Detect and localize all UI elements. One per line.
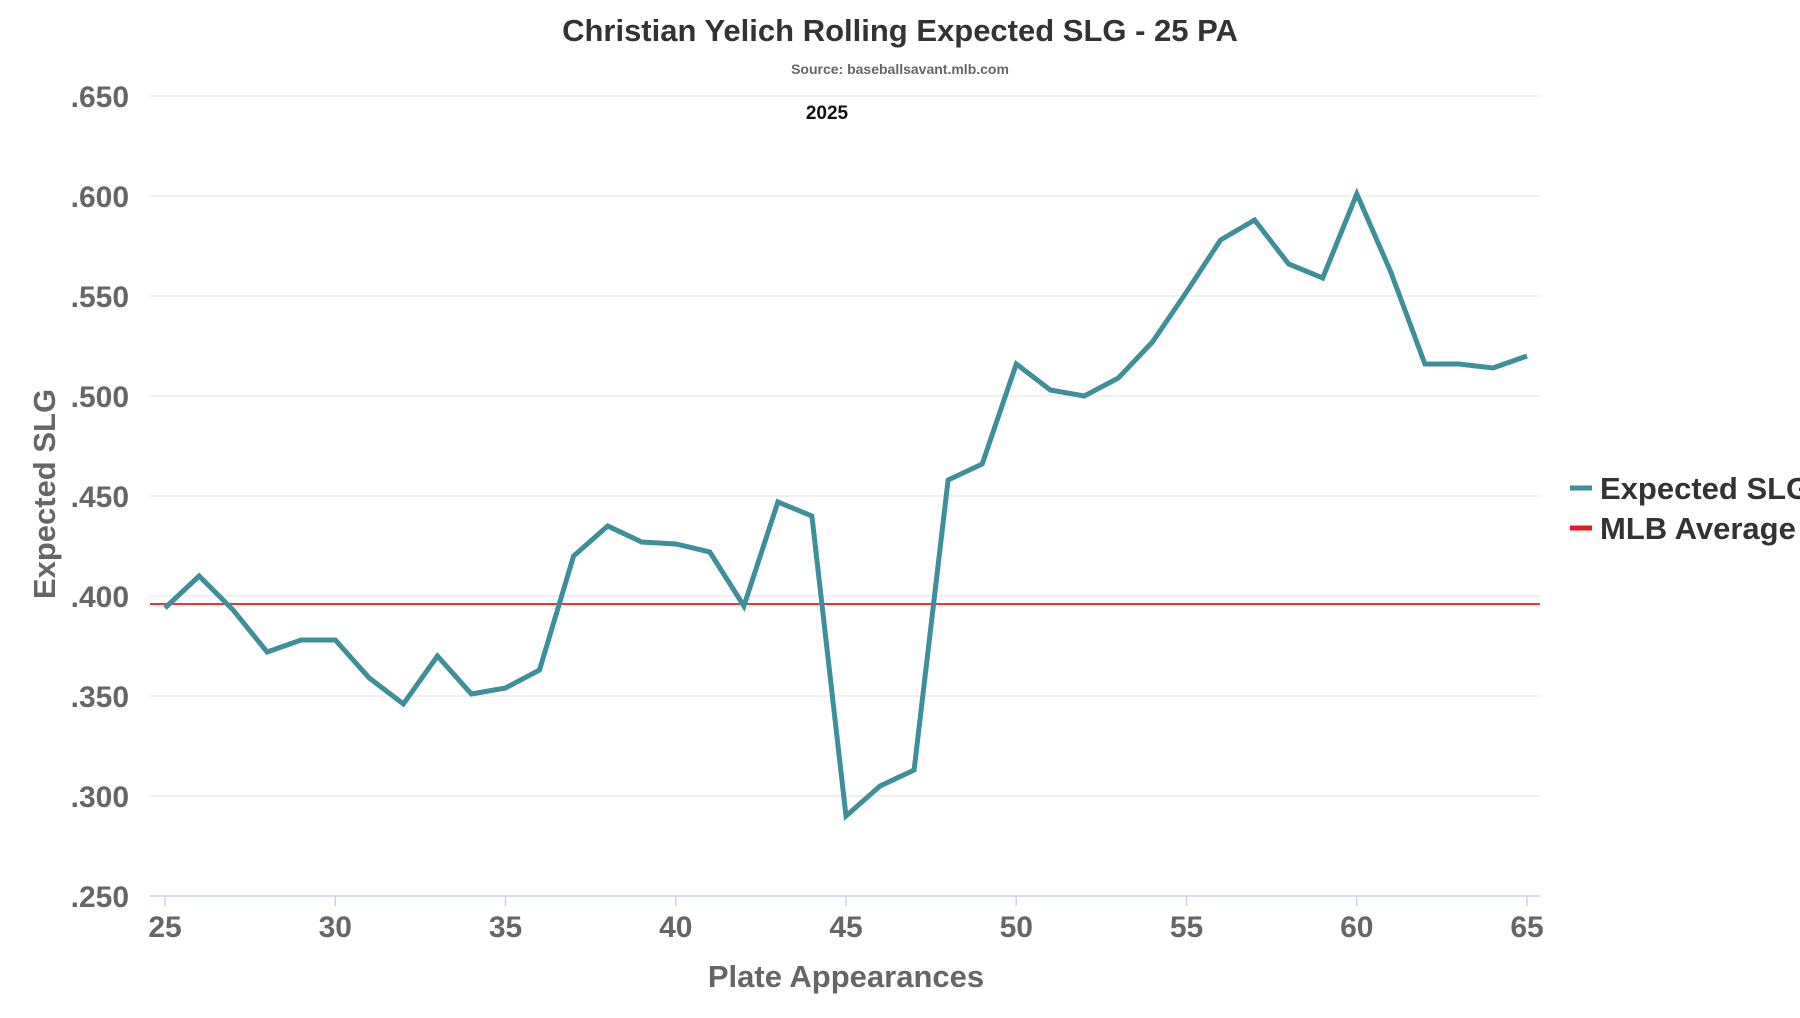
y-tick-label: .350 xyxy=(71,681,129,714)
y-tick-label: .250 xyxy=(71,881,129,914)
y-tick-label: .450 xyxy=(71,481,129,514)
series-line-expected-slg xyxy=(163,187,1528,822)
legend-label-expected-slg[interactable]: Expected SLG xyxy=(1600,471,1800,506)
x-axis: 25 30 35 40 45 50 55 60 65 xyxy=(148,895,1544,944)
y-axis-ticks: .250 .300 .350 .400 .450 .500 .550 .600 .650 xyxy=(71,81,129,914)
data-series xyxy=(163,187,1528,822)
x-tick-label: 30 xyxy=(319,911,352,944)
x-tick-label: 50 xyxy=(1000,911,1033,944)
year-annotation: 2025 xyxy=(806,103,849,124)
y-tick-label: .550 xyxy=(71,281,129,314)
y-tick-label: .300 xyxy=(71,781,129,814)
x-tick-label: 40 xyxy=(659,911,692,944)
y-axis-label: Expected SLG xyxy=(27,389,62,599)
x-tick-label: 60 xyxy=(1340,911,1373,944)
legend: Expected SLG MLB Average xyxy=(1570,471,1800,546)
grid-lines xyxy=(150,95,1540,797)
x-tick-label: 45 xyxy=(829,911,862,944)
chart-title: Christian Yelich Rolling Expected SLG - … xyxy=(562,13,1238,48)
x-tick-label: 65 xyxy=(1510,911,1543,944)
x-tick-label: 35 xyxy=(489,911,522,944)
legend-label-mlb-average[interactable]: MLB Average xyxy=(1600,511,1796,546)
y-tick-label: .600 xyxy=(71,181,129,214)
x-axis-label: Plate Appearances xyxy=(708,959,984,994)
chart-subtitle: Source: baseballsavant.mlb.com xyxy=(791,61,1009,77)
y-tick-label: .650 xyxy=(71,81,129,114)
y-tick-label: .400 xyxy=(71,581,129,614)
x-tick-label: 25 xyxy=(148,911,181,944)
y-tick-label: .500 xyxy=(71,381,129,414)
x-tick-label: 55 xyxy=(1170,911,1203,944)
